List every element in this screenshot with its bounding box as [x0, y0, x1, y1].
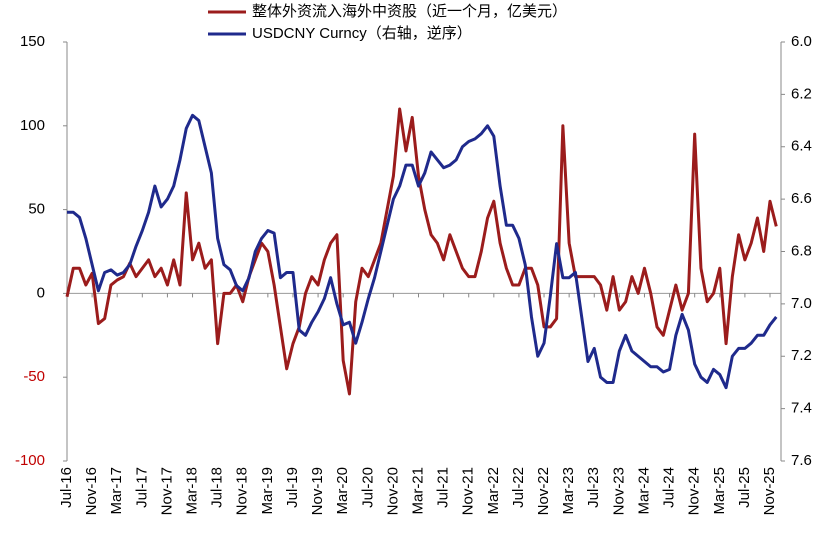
x-tick-label: Mar-18: [184, 467, 201, 515]
y2-tick-label: 7.4: [791, 400, 812, 417]
x-tick-label: Jul-24: [661, 467, 678, 508]
y2-tick-label: 6.0: [791, 33, 812, 50]
x-tick-label: Jul-16: [58, 467, 75, 508]
x-tick-label: Nov-18: [234, 467, 251, 515]
x-tick-label: Mar-21: [409, 467, 426, 515]
x-tick-label: Mar-19: [259, 467, 276, 515]
y-tick-label: -50: [23, 368, 45, 385]
y-tick-label: 0: [37, 284, 45, 301]
series-line: [67, 113, 778, 390]
y-tick-label: -100: [15, 452, 45, 469]
x-tick-label: Jul-19: [284, 467, 301, 508]
x-tick-label: Jul-18: [209, 467, 226, 508]
x-tick-label: Jul-21: [435, 467, 452, 508]
x-tick-label: Nov-16: [83, 467, 100, 515]
y2-tick-label: 7.2: [791, 347, 812, 364]
x-tick-label: Jul-23: [585, 467, 602, 508]
x-tick-label: Mar-24: [635, 467, 652, 515]
y-tick-label: 100: [20, 117, 45, 134]
y2-tick-label: 7.6: [791, 452, 812, 469]
x-tick-label: Nov-21: [460, 467, 477, 515]
x-tick-label: Nov-22: [535, 467, 552, 515]
x-tick-label: Nov-25: [761, 467, 778, 515]
x-tick-label: Jul-17: [133, 467, 150, 508]
y-tick-label: 150: [20, 33, 45, 50]
x-tick-label: Mar-20: [334, 467, 351, 515]
x-tick-label: Nov-24: [686, 467, 703, 515]
y2-tick-label: 6.4: [791, 138, 812, 155]
legend-label: 整体外资流入海外中资股（近一个月，亿美元）: [252, 3, 567, 20]
y-tick-label: 50: [28, 201, 45, 218]
x-tick-label: Mar-25: [711, 467, 728, 515]
x-tick-label: Jul-25: [736, 467, 753, 508]
x-tick-label: Jul-22: [510, 467, 527, 508]
x-tick-label: Mar-22: [485, 467, 502, 515]
y2-tick-label: 6.2: [791, 85, 812, 102]
y2-tick-label: 6.6: [791, 190, 812, 207]
series-line: [65, 107, 778, 396]
legend-label: USDCNY Curncy（右轴，逆序）: [252, 25, 472, 42]
x-tick-label: Mar-23: [560, 467, 577, 515]
y2-tick-label: 7.0: [791, 295, 812, 312]
x-tick-label: Jul-20: [359, 467, 376, 508]
x-tick-label: Nov-17: [158, 467, 175, 515]
x-tick-label: Nov-20: [384, 467, 401, 515]
x-tick-label: Nov-19: [309, 467, 326, 515]
y2-tick-label: 6.8: [791, 242, 812, 259]
x-tick-label: Mar-17: [108, 467, 125, 515]
x-tick-label: Nov-23: [610, 467, 627, 515]
